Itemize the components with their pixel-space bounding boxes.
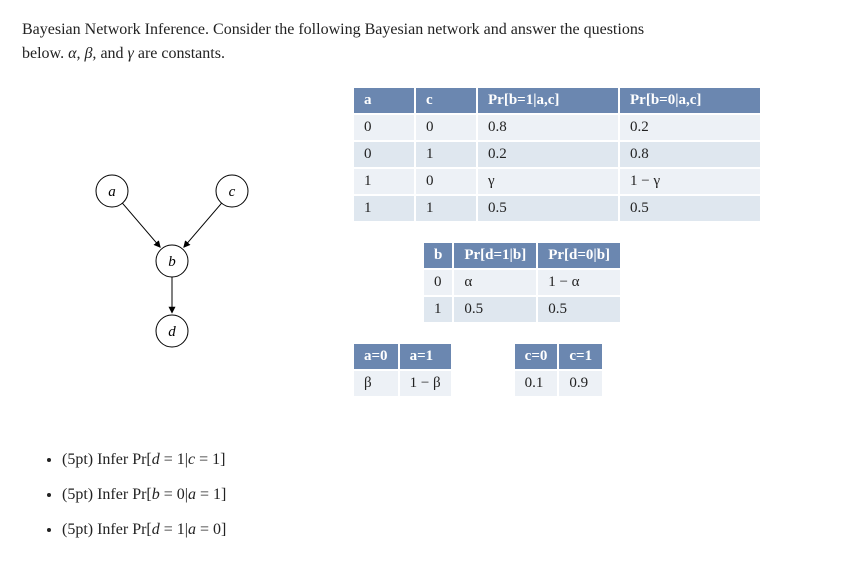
- question-item: (5pt) Infer Pr[d = 1|c = 1]: [62, 446, 833, 473]
- cell: 0.8: [478, 115, 618, 140]
- cell: α: [454, 270, 536, 295]
- question-item: (5pt) Infer Pr[d = 1|a = 0]: [62, 516, 833, 543]
- col-header: c: [416, 88, 476, 113]
- col-header: b: [424, 243, 452, 268]
- col-header: c=1: [559, 344, 602, 369]
- q-cond: a: [188, 486, 196, 503]
- q-mid: = 0|: [160, 486, 188, 503]
- q-end: = 1]: [195, 451, 225, 468]
- cpt-table-d: bPr[d=1|b]Pr[d=0|b]0α1 − α10.50.5: [422, 241, 622, 324]
- q-mid: = 1|: [160, 451, 188, 468]
- col-header: Pr[b=0|a,c]: [620, 88, 760, 113]
- node-label-d: d: [168, 324, 176, 340]
- q-var: b: [152, 486, 160, 503]
- cpt-table-b: acPr[b=1|a,c]Pr[b=0|a,c]000.80.2010.20.8…: [352, 86, 762, 223]
- cell: 1 − γ: [620, 169, 760, 194]
- cell: 1: [416, 196, 476, 221]
- cell: 1 − β: [400, 371, 451, 396]
- node-label-c: c: [229, 184, 236, 200]
- cell: 0.5: [620, 196, 760, 221]
- prior-row: a=0a=1β1 − β c=0c=10.10.9: [352, 342, 833, 416]
- cell: 0: [416, 115, 476, 140]
- intro-line1: Bayesian Network Inference. Consider the…: [22, 21, 644, 38]
- col-header: Pr[b=1|a,c]: [478, 88, 618, 113]
- question-list: (5pt) Infer Pr[d = 1|c = 1](5pt) Infer P…: [22, 446, 833, 544]
- cell: 0: [354, 115, 414, 140]
- cell: 0: [424, 270, 452, 295]
- cell: 0.1: [515, 371, 558, 396]
- col-header: a: [354, 88, 414, 113]
- q-end: = 0]: [196, 521, 226, 538]
- col-header: a=0: [354, 344, 398, 369]
- edge-a-b: [122, 203, 160, 247]
- cell: 0.5: [454, 297, 536, 322]
- intro-greek1: α, β,: [68, 45, 96, 62]
- cell: 0.8: [620, 142, 760, 167]
- prior-table-c: c=0c=10.10.9: [513, 342, 604, 398]
- intro-line2a: below.: [22, 45, 68, 62]
- intro-text: Bayesian Network Inference. Consider the…: [22, 18, 833, 66]
- q-prefix: (5pt) Infer Pr[: [62, 451, 152, 468]
- cell: 0: [416, 169, 476, 194]
- cell: β: [354, 371, 398, 396]
- content-row: acbd acPr[b=1|a,c]Pr[b=0|a,c]000.80.2010…: [22, 86, 833, 416]
- q-prefix: (5pt) Infer Pr[: [62, 486, 152, 503]
- node-label-b: b: [168, 254, 176, 270]
- tables-column: acPr[b=1|a,c]Pr[b=0|a,c]000.80.2010.20.8…: [352, 86, 833, 416]
- cell: 0.2: [478, 142, 618, 167]
- q-mid: = 1|: [160, 521, 188, 538]
- cell: γ: [478, 169, 618, 194]
- cell: 1: [416, 142, 476, 167]
- q-cond: a: [188, 521, 196, 538]
- cell: 0.5: [538, 297, 620, 322]
- col-header: Pr[d=0|b]: [538, 243, 620, 268]
- cell: 0.9: [559, 371, 602, 396]
- cell: 0: [354, 142, 414, 167]
- node-label-a: a: [108, 184, 116, 200]
- cell: 0.5: [478, 196, 618, 221]
- col-header: Pr[d=1|b]: [454, 243, 536, 268]
- question-item: (5pt) Infer Pr[b = 0|a = 1]: [62, 481, 833, 508]
- q-end: = 1]: [196, 486, 226, 503]
- q-var: d: [152, 521, 160, 538]
- prior-table-a: a=0a=1β1 − β: [352, 342, 453, 398]
- q-prefix: (5pt) Infer Pr[: [62, 521, 152, 538]
- col-header: c=0: [515, 344, 558, 369]
- intro-line2b: and: [96, 45, 127, 62]
- intro-line2c: are constants.: [134, 45, 225, 62]
- cell: 1 − α: [538, 270, 620, 295]
- q-var: d: [152, 451, 160, 468]
- cell: 1: [354, 169, 414, 194]
- cell: 0.2: [620, 115, 760, 140]
- graph-column: a c b d: [22, 86, 322, 416]
- bayesian-network-diagram: a c b d: [52, 131, 292, 371]
- cell: 1: [354, 196, 414, 221]
- cell: 1: [424, 297, 452, 322]
- col-header: a=1: [400, 344, 451, 369]
- edge-c-b: [184, 203, 222, 247]
